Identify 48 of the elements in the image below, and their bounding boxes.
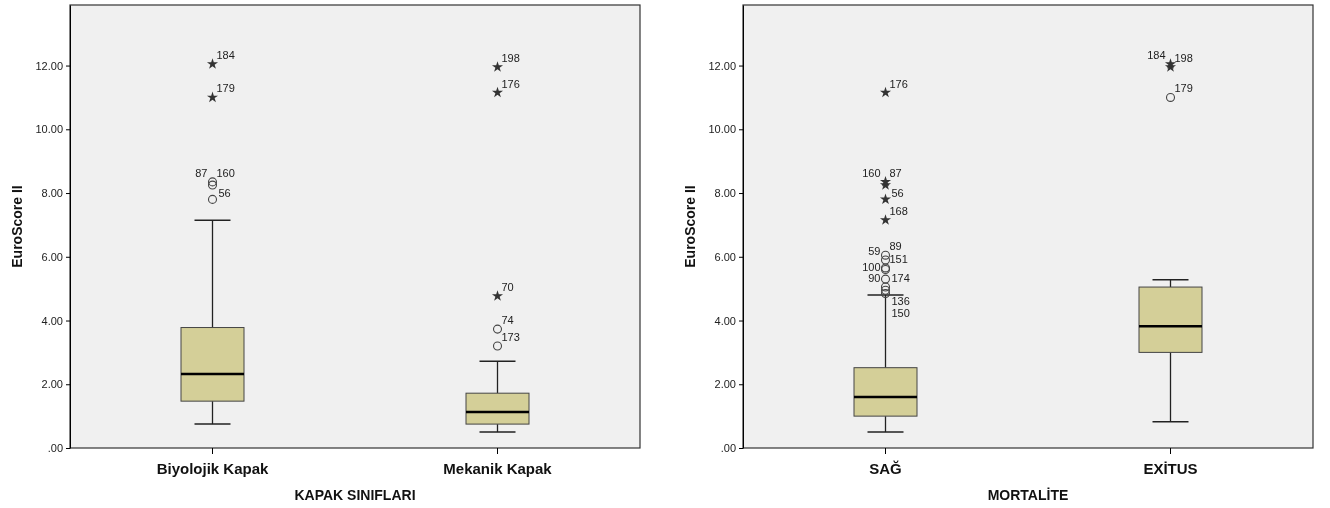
annotation: 179	[216, 82, 235, 95]
y-tick-label: 8.00	[714, 187, 736, 200]
annotation: 150	[891, 307, 910, 320]
y-tick-label: 4.00	[714, 314, 736, 327]
x-tick-label: SAĞ	[869, 459, 902, 477]
annotation: 173	[501, 331, 520, 344]
annotation: 56	[891, 187, 904, 200]
annotation: 174	[891, 271, 910, 284]
y-tick-label: 10.00	[708, 123, 736, 136]
y-tick-label: 8.00	[41, 187, 63, 200]
annotation: 87	[889, 166, 902, 179]
x-axis-title: MORTALİTE	[987, 487, 1069, 503]
y-tick-label: .00	[720, 442, 736, 455]
annotation: 90	[868, 272, 881, 285]
y-tick-label: 12.00	[708, 59, 736, 72]
annotation: 151	[889, 252, 908, 265]
y-tick-label: .00	[47, 442, 63, 455]
annotation: 100	[862, 261, 881, 274]
annotation: 198	[501, 52, 520, 65]
x-axis-title: KAPAK SINIFLARI	[294, 487, 416, 503]
annotation: 87	[195, 166, 208, 179]
x-tick-label: EXİTUS	[1143, 459, 1198, 477]
annotation: 70	[501, 280, 514, 293]
annotation: 59	[868, 244, 881, 257]
annotation: 184	[216, 48, 235, 61]
annotation: 74	[501, 314, 514, 327]
annotation: 179	[1174, 82, 1193, 95]
y-tick-label: 10.00	[35, 123, 63, 136]
y-axis-title: EuroScore II	[682, 185, 698, 268]
annotation: 176	[501, 77, 520, 90]
annotation: 136	[891, 295, 910, 308]
y-tick-label: 4.00	[41, 314, 63, 327]
annotation: 89	[889, 240, 902, 253]
annotation: 198	[1174, 52, 1193, 65]
annotation: 176	[889, 77, 908, 90]
y-tick-label: 2.00	[714, 378, 736, 391]
y-axis-title: EuroScore II	[9, 185, 25, 268]
y-tick-label: 2.00	[41, 378, 63, 391]
x-tick-label: Mekanik Kapak	[443, 459, 553, 477]
x-tick-label: Biyolojik Kapak	[156, 459, 270, 477]
annotation: 168	[889, 205, 908, 218]
y-tick-label: 6.00	[41, 250, 63, 263]
y-tick-label: 12.00	[35, 59, 63, 72]
annotation: 56	[218, 187, 231, 200]
y-tick-label: 6.00	[714, 250, 736, 263]
annotation: 160	[216, 166, 235, 179]
annotation: 160	[862, 166, 881, 179]
annotation: 184	[1147, 48, 1166, 61]
